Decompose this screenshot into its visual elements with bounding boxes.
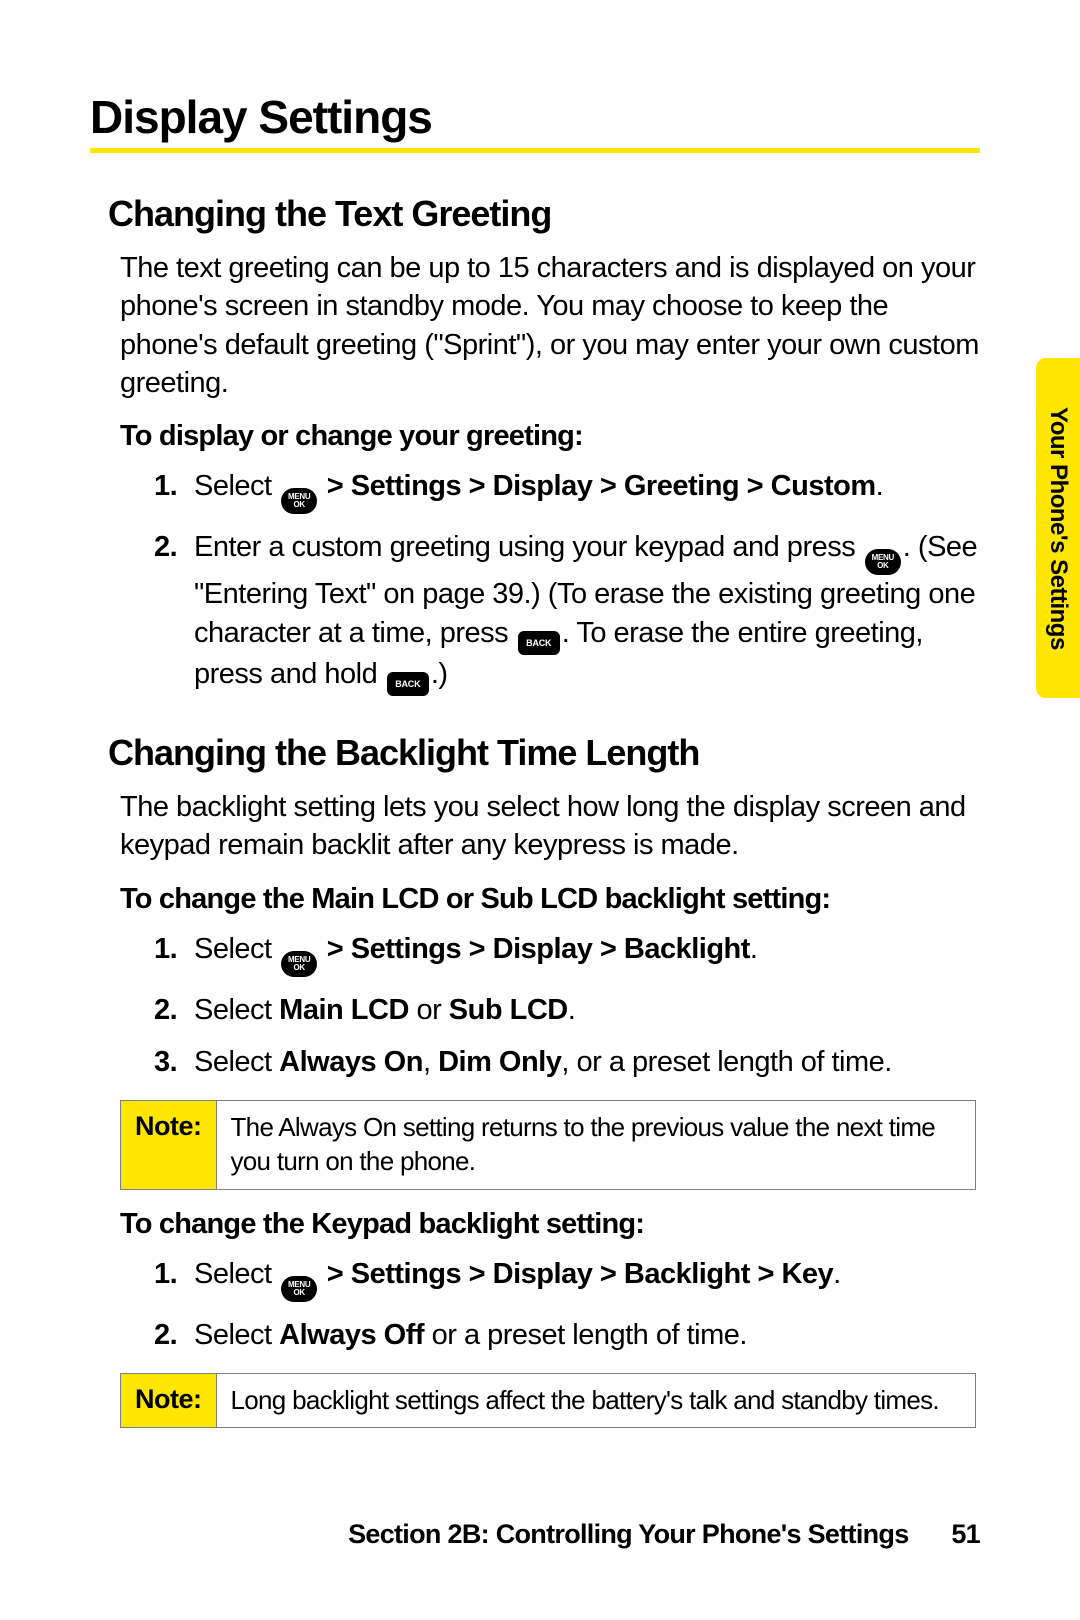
section2-intro: The backlight setting lets you select ho… [120, 788, 980, 865]
s2b-step2: 2. Select Always Off or a preset length … [154, 1316, 980, 1355]
s2a-step2: 2. Select Main LCD or Sub LCD. [154, 991, 980, 1030]
step-number: 1. [154, 1255, 177, 1294]
section2-leadin1: To change the Main LCD or Sub LCD backli… [120, 883, 980, 916]
step-number: 3. [154, 1043, 177, 1082]
menu-ok-icon: MENUOK [281, 488, 317, 514]
note-text: Long backlight settings affect the batte… [217, 1374, 953, 1428]
section1-intro: The text greeting can be up to 15 charac… [120, 249, 980, 402]
menu-ok-icon: MENUOK [281, 951, 317, 977]
note-label: Note: [121, 1101, 217, 1189]
note-box-1: Note: The Always On setting returns to t… [120, 1100, 976, 1190]
side-tab: Your Phone's Settings [1036, 358, 1080, 698]
section2-heading: Changing the Backlight Time Length [108, 732, 980, 774]
nav-path: > Settings > Display > Backlight > Key [319, 1258, 833, 1290]
note-label: Note: [121, 1374, 217, 1428]
page-title: Display Settings [90, 90, 980, 153]
step-number: 1. [154, 930, 177, 969]
note-box-2: Note: Long backlight settings affect the… [120, 1373, 976, 1429]
section1-steps: 1. Select MENUOK > Settings > Display > … [154, 467, 980, 696]
s2a-step1: 1. Select MENUOK > Settings > Display > … [154, 930, 980, 977]
nav-path: > Settings > Display > Greeting > Custom [319, 470, 875, 502]
section1-leadin: To display or change your greeting: [120, 420, 980, 453]
section2-steps-b: 1. Select MENUOK > Settings > Display > … [154, 1255, 980, 1355]
section2-leadin2: To change the Keypad backlight setting: [120, 1208, 980, 1241]
back-icon: BACK [518, 631, 560, 655]
page-content: Display Settings Changing the Text Greet… [0, 0, 1080, 1428]
page-footer: Section 2B: Controlling Your Phone's Set… [348, 1519, 980, 1550]
step-number: 2. [154, 1316, 177, 1355]
back-icon: BACK [387, 672, 429, 696]
note-text: The Always On setting returns to the pre… [217, 1101, 976, 1189]
footer-section: Section 2B: Controlling Your Phone's Set… [348, 1519, 908, 1549]
s2b-step1: 1. Select MENUOK > Settings > Display > … [154, 1255, 980, 1302]
step-text: Select [194, 470, 279, 502]
step-number: 1. [154, 467, 177, 506]
s1-step1: 1. Select MENUOK > Settings > Display > … [154, 467, 980, 514]
side-tab-label: Your Phone's Settings [1044, 407, 1072, 650]
step-number: 2. [154, 991, 177, 1030]
section2-steps-a: 1. Select MENUOK > Settings > Display > … [154, 930, 980, 1083]
s2a-step3: 3. Select Always On, Dim Only, or a pres… [154, 1043, 980, 1082]
step-number: 2. [154, 528, 177, 567]
page-number: 51 [951, 1519, 980, 1549]
nav-path: > Settings > Display > Backlight [319, 933, 750, 965]
s1-step2: 2. Enter a custom greeting using your ke… [154, 528, 980, 696]
menu-ok-icon: MENUOK [865, 549, 901, 575]
section1-heading: Changing the Text Greeting [108, 193, 980, 235]
menu-ok-icon: MENUOK [281, 1276, 317, 1302]
